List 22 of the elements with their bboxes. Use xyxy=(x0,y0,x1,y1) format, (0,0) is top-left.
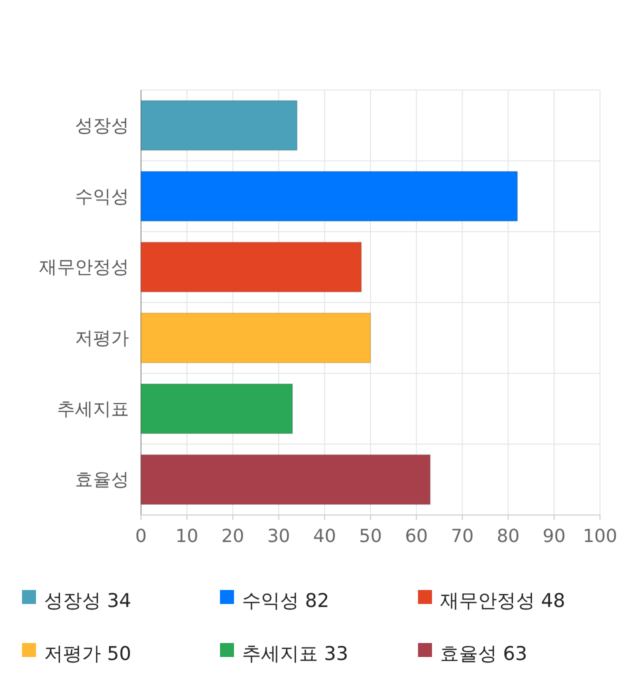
y-tick-label: 추세지표 xyxy=(57,398,129,420)
x-tick-label: 60 xyxy=(404,526,428,547)
x-tick-label: 70 xyxy=(450,526,474,547)
x-tick-label: 50 xyxy=(359,526,382,547)
x-tick-label: 90 xyxy=(542,526,566,547)
x-tick-label: 10 xyxy=(175,526,198,547)
legend-label: 저평가 50 xyxy=(44,643,132,665)
x-tick-label: 40 xyxy=(313,526,336,547)
x-tick-label: 30 xyxy=(267,526,290,547)
x-tick-label: 100 xyxy=(582,526,618,547)
legend-label: 효율성 63 xyxy=(440,643,528,665)
y-tick-label: 효율성 xyxy=(75,470,129,491)
y-tick-label: 수익성 xyxy=(75,186,129,208)
y-tick-label: 성장성 xyxy=(75,115,129,136)
y-tick-label: 저평가 xyxy=(75,328,129,349)
legend-label: 수익성 82 xyxy=(242,590,330,612)
x-tick-label: 0 xyxy=(135,526,147,547)
legend-label: 성장성 34 xyxy=(44,590,132,612)
legend-label: 추세지표 33 xyxy=(242,643,348,665)
x-tick-label: 20 xyxy=(221,526,244,547)
y-tick-label: 재무안정성 xyxy=(39,257,129,278)
x-tick-label: 80 xyxy=(496,526,520,547)
